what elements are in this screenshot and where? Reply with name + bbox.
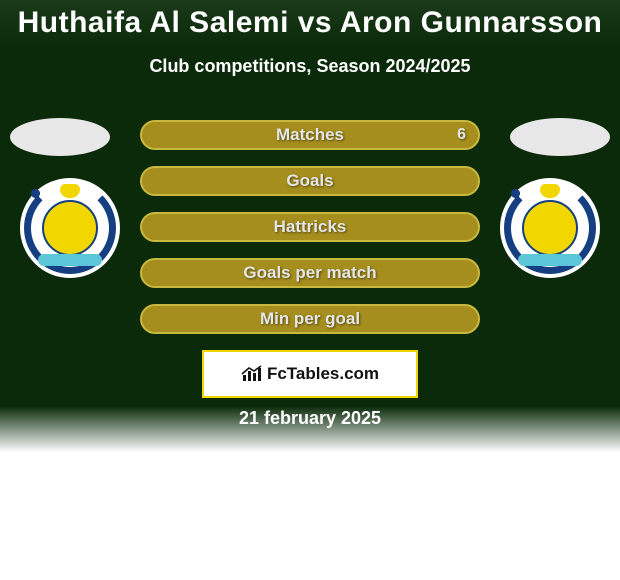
stat-label: Goals per match bbox=[243, 263, 376, 283]
subtitle: Club competitions, Season 2024/2025 bbox=[0, 56, 620, 77]
brand-text: FcTables.com bbox=[267, 364, 379, 384]
stat-value-right: 6 bbox=[457, 126, 466, 144]
club-badge-right bbox=[500, 178, 600, 278]
stat-row-min-per-goal: Min per goal bbox=[140, 304, 480, 334]
brand-logo-box: FcTables.com bbox=[202, 350, 418, 398]
stat-label: Matches bbox=[276, 125, 344, 145]
page-title: Huthaifa Al Salemi vs Aron Gunnarsson bbox=[0, 0, 620, 40]
brand-logo: FcTables.com bbox=[241, 364, 379, 384]
stat-row-hattricks: Hattricks bbox=[140, 212, 480, 242]
stat-row-goals: Goals bbox=[140, 166, 480, 196]
stat-row-goals-per-match: Goals per match bbox=[140, 258, 480, 288]
club-badge-left bbox=[20, 178, 120, 278]
stat-label: Min per goal bbox=[260, 309, 360, 329]
stat-label: Goals bbox=[286, 171, 333, 191]
player-placeholder-right bbox=[510, 118, 610, 156]
bar-chart-icon bbox=[241, 365, 263, 383]
club-crest-icon bbox=[24, 182, 116, 274]
generated-date: 21 february 2025 bbox=[0, 408, 620, 429]
stats-list: Matches 6 Goals Hattricks Goals per matc… bbox=[140, 120, 480, 350]
player-placeholder-left bbox=[10, 118, 110, 156]
club-crest-icon bbox=[504, 182, 596, 274]
stat-label: Hattricks bbox=[274, 217, 347, 237]
stat-row-matches: Matches 6 bbox=[140, 120, 480, 150]
